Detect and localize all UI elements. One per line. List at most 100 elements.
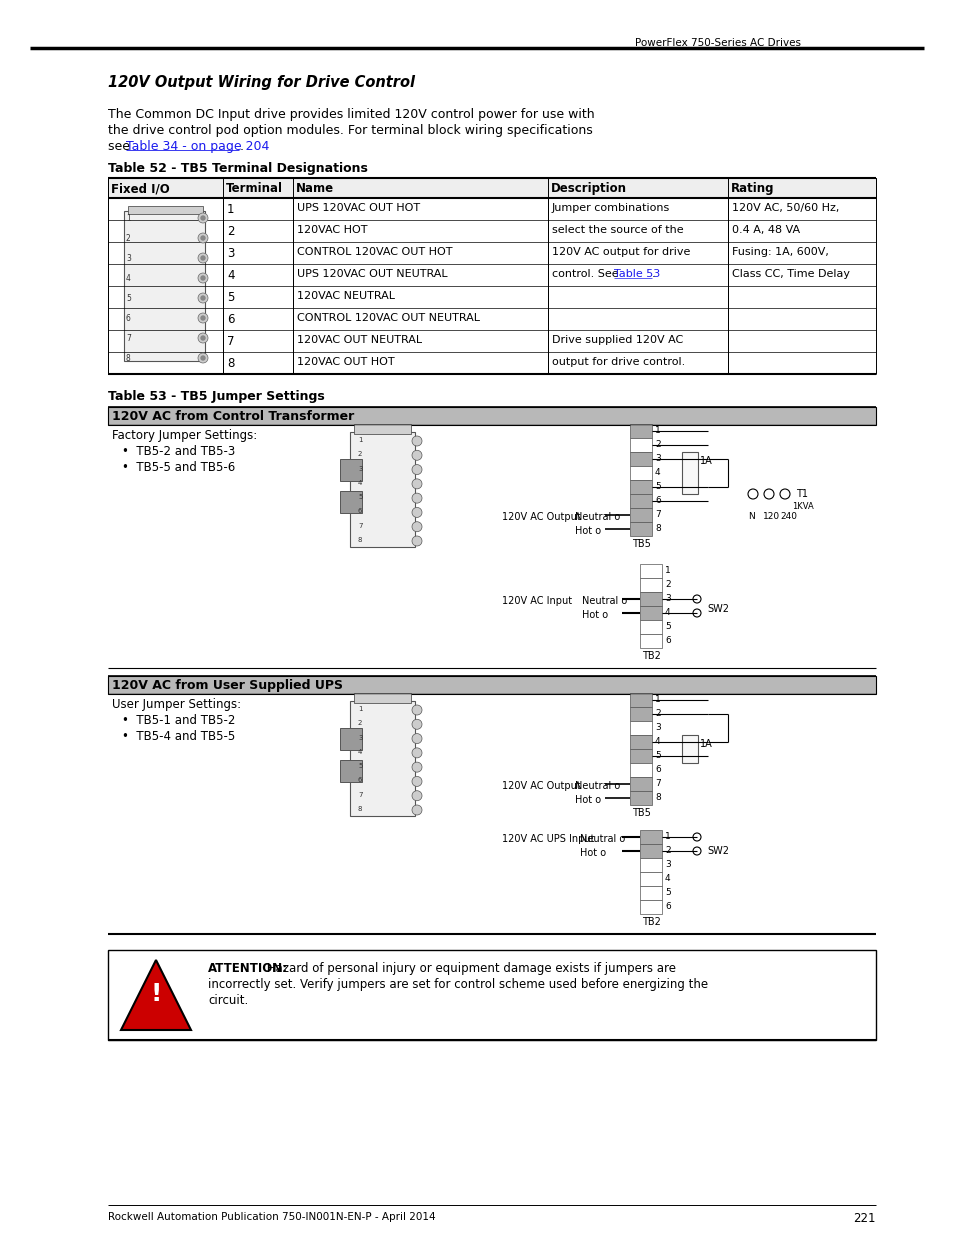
Circle shape [198, 212, 208, 224]
Text: 2: 2 [357, 720, 362, 726]
Bar [124, 211, 205, 361]
Text: TB2: TB2 [641, 651, 660, 661]
Text: 1KVA: 1KVA [791, 501, 813, 511]
Text: 120V AC output for drive: 120V AC output for drive [552, 247, 690, 257]
Text: 120V AC Output: 120V AC Output [501, 781, 580, 790]
Text: Hazard of personal injury or equipment damage exists if jumpers are: Hazard of personal injury or equipment d… [263, 962, 676, 974]
Text: 1: 1 [655, 695, 660, 704]
Bar [339, 459, 361, 480]
Text: 8: 8 [126, 354, 131, 363]
Text: 3: 3 [357, 466, 362, 472]
Bar [681, 452, 698, 494]
Text: CONTROL 120VAC OUT HOT: CONTROL 120VAC OUT HOT [296, 247, 452, 257]
Text: 4: 4 [664, 874, 670, 883]
Text: 120VAC OUT HOT: 120VAC OUT HOT [296, 357, 395, 367]
Text: 3: 3 [664, 860, 670, 869]
Circle shape [198, 233, 208, 243]
Circle shape [201, 256, 205, 261]
Text: Factory Jumper Settings:: Factory Jumper Settings: [112, 429, 257, 442]
Text: see: see [108, 140, 133, 153]
Text: 1A: 1A [700, 456, 712, 466]
Circle shape [412, 451, 421, 461]
Text: 5: 5 [357, 494, 362, 500]
Circle shape [412, 521, 421, 532]
Text: 7: 7 [357, 792, 362, 798]
Text: 1A: 1A [700, 739, 712, 748]
Text: 120V AC Input: 120V AC Input [501, 597, 572, 606]
Text: 7: 7 [655, 510, 660, 519]
Text: 6: 6 [357, 777, 362, 783]
Circle shape [198, 353, 208, 363]
Text: 120: 120 [762, 513, 780, 521]
Text: 7: 7 [357, 522, 362, 529]
Text: 6: 6 [126, 314, 131, 324]
Bar [639, 634, 661, 648]
Text: 8: 8 [655, 793, 660, 802]
Circle shape [201, 216, 205, 220]
Text: 120V AC UPS Input: 120V AC UPS Input [501, 834, 594, 844]
Circle shape [412, 464, 421, 474]
Circle shape [201, 316, 205, 320]
Text: Description: Description [551, 182, 626, 195]
Text: Class CC, Time Delay: Class CC, Time Delay [731, 269, 849, 279]
Text: 3: 3 [655, 454, 660, 463]
Text: 2: 2 [357, 451, 362, 457]
Text: 3: 3 [227, 247, 234, 261]
Circle shape [412, 705, 421, 715]
Text: T1: T1 [795, 489, 807, 499]
Text: 4: 4 [664, 608, 670, 618]
Text: select the source of the: select the source of the [552, 225, 683, 235]
Text: Hot o: Hot o [575, 795, 600, 805]
Circle shape [198, 273, 208, 283]
Text: 2: 2 [664, 846, 670, 855]
Bar [629, 508, 651, 522]
Text: output for drive control.: output for drive control. [552, 357, 684, 367]
Text: Drive supplied 120V AC: Drive supplied 120V AC [552, 335, 682, 345]
Circle shape [412, 762, 421, 772]
Text: 3: 3 [126, 254, 131, 263]
Text: TB5: TB5 [631, 808, 650, 818]
Text: Terminal: Terminal [226, 182, 283, 195]
Bar [629, 735, 651, 748]
Bar [639, 858, 661, 872]
Text: 6: 6 [664, 902, 670, 911]
Circle shape [201, 356, 205, 359]
Bar [639, 620, 661, 634]
Text: 120V AC from User Supplied UPS: 120V AC from User Supplied UPS [112, 679, 343, 692]
Text: circuit.: circuit. [208, 994, 248, 1007]
Text: 5: 5 [655, 751, 660, 760]
Circle shape [412, 536, 421, 546]
Text: 240: 240 [780, 513, 796, 521]
Text: .: . [239, 140, 243, 153]
Bar [108, 408, 875, 425]
Text: 4: 4 [227, 269, 234, 282]
Text: 2: 2 [655, 709, 659, 718]
Bar [629, 790, 651, 805]
Bar [629, 438, 651, 452]
Bar [339, 760, 361, 782]
Bar [354, 693, 411, 703]
Text: 5: 5 [357, 763, 362, 769]
Text: SW2: SW2 [706, 846, 728, 856]
Text: Hot o: Hot o [579, 848, 605, 858]
Text: Hot o: Hot o [581, 610, 607, 620]
Text: Table 53 - TB5 Jumper Settings: Table 53 - TB5 Jumper Settings [108, 390, 324, 403]
Text: 120V AC, 50/60 Hz,: 120V AC, 50/60 Hz, [731, 203, 839, 212]
Circle shape [198, 333, 208, 343]
Text: Rockwell Automation Publication 750-IN001N-EN-P - April 2014: Rockwell Automation Publication 750-IN00… [108, 1212, 436, 1221]
Bar [629, 466, 651, 480]
Text: 4: 4 [655, 468, 659, 477]
Text: 1: 1 [126, 214, 131, 224]
Bar [629, 424, 651, 438]
Text: 5: 5 [227, 291, 234, 304]
Text: N: N [747, 513, 754, 521]
Text: 2: 2 [126, 233, 131, 243]
Text: 120VAC OUT NEUTRAL: 120VAC OUT NEUTRAL [296, 335, 421, 345]
Text: incorrectly set. Verify jumpers are set for control scheme used before energizin: incorrectly set. Verify jumpers are set … [208, 978, 707, 990]
Circle shape [412, 479, 421, 489]
Text: UPS 120VAC OUT NEUTRAL: UPS 120VAC OUT NEUTRAL [296, 269, 447, 279]
Text: 1: 1 [655, 426, 660, 435]
Text: 4: 4 [655, 737, 659, 746]
Bar [639, 592, 661, 606]
Text: Neutral o: Neutral o [581, 597, 626, 606]
